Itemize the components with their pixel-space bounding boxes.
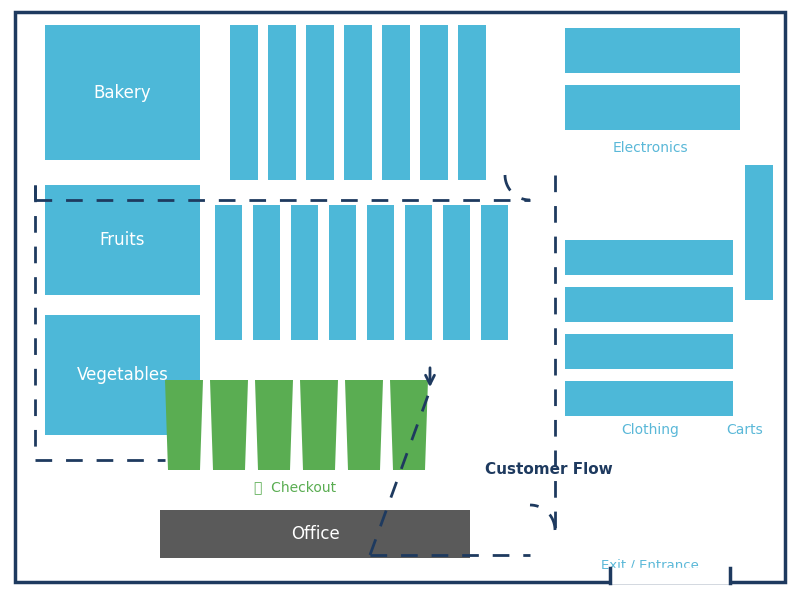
Bar bbox=[420, 25, 448, 180]
Bar bbox=[160, 510, 470, 558]
Text: Fruits: Fruits bbox=[100, 231, 146, 249]
Bar bbox=[329, 205, 356, 340]
Bar bbox=[253, 205, 280, 340]
Text: Customer Flow: Customer Flow bbox=[485, 463, 613, 478]
Polygon shape bbox=[165, 380, 203, 470]
Text: Office: Office bbox=[290, 525, 339, 543]
Text: Vegetables: Vegetables bbox=[77, 366, 169, 384]
Polygon shape bbox=[255, 380, 293, 470]
Bar bbox=[344, 25, 372, 180]
Bar bbox=[306, 25, 334, 180]
Bar bbox=[610, 568, 730, 583]
Polygon shape bbox=[300, 380, 338, 470]
Bar bbox=[382, 25, 410, 180]
Polygon shape bbox=[390, 380, 428, 470]
Text: Electronics: Electronics bbox=[612, 141, 688, 155]
Bar bbox=[565, 334, 733, 369]
Bar bbox=[367, 205, 394, 340]
Bar bbox=[230, 25, 258, 180]
Bar bbox=[565, 240, 733, 275]
Text: Carts: Carts bbox=[726, 423, 763, 437]
Bar bbox=[443, 205, 470, 340]
Bar bbox=[458, 25, 486, 180]
Bar bbox=[565, 85, 740, 130]
Bar bbox=[45, 25, 200, 160]
Polygon shape bbox=[210, 380, 248, 470]
Text: Clothing: Clothing bbox=[621, 423, 679, 437]
Bar bbox=[481, 205, 508, 340]
Polygon shape bbox=[345, 380, 383, 470]
Text: Bakery: Bakery bbox=[94, 83, 151, 101]
Bar bbox=[215, 205, 242, 340]
Bar bbox=[291, 205, 318, 340]
Bar bbox=[745, 165, 773, 300]
Bar bbox=[565, 287, 733, 322]
Bar bbox=[405, 205, 432, 340]
Bar bbox=[45, 185, 200, 295]
Bar bbox=[565, 381, 733, 416]
Bar bbox=[45, 315, 200, 435]
Text: Exit / Entrance: Exit / Entrance bbox=[601, 559, 699, 572]
Bar bbox=[268, 25, 296, 180]
Bar bbox=[565, 28, 740, 73]
Text: Ⓢ  Checkout: Ⓢ Checkout bbox=[254, 480, 336, 494]
